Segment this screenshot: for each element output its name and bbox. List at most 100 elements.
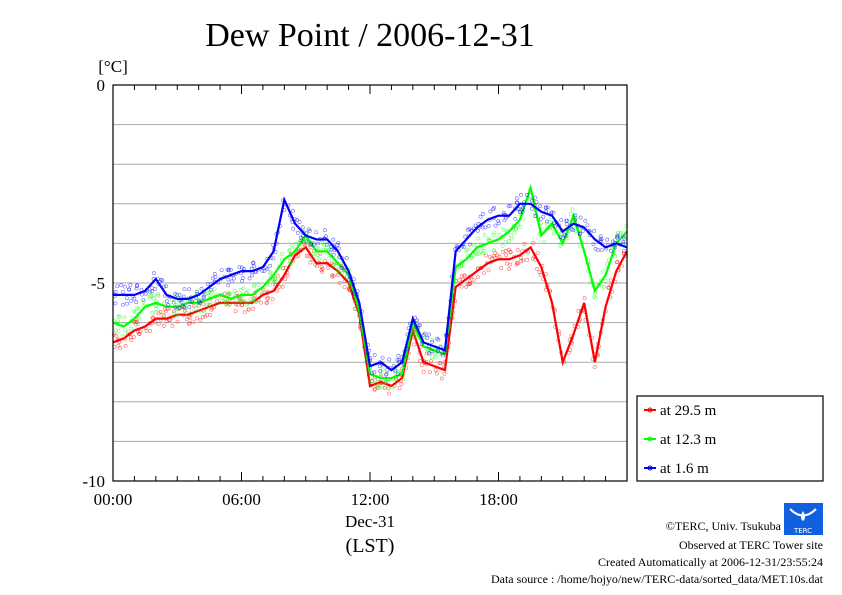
- data-point: [115, 284, 120, 289]
- data-point: [252, 282, 257, 287]
- data-point: [569, 227, 574, 232]
- data-point: [253, 299, 258, 303]
- legend-marker: [647, 407, 653, 413]
- data-point: [285, 273, 290, 278]
- data-point: [429, 349, 434, 354]
- data-point: [175, 319, 180, 324]
- data-point: [335, 243, 340, 247]
- data-point: [322, 228, 327, 232]
- data-point: [129, 335, 133, 340]
- data-point: [505, 261, 509, 266]
- data-point: [533, 195, 537, 200]
- data-point: [489, 256, 494, 261]
- data-point: [273, 279, 278, 283]
- data-point: [121, 289, 125, 294]
- data-point: [150, 310, 155, 315]
- data-point: [473, 223, 478, 228]
- legend-box: [636, 395, 824, 482]
- data-point: [201, 302, 206, 307]
- data-point: [508, 204, 513, 208]
- legend-marker: [647, 465, 653, 471]
- data-point: [598, 234, 603, 239]
- data-point: [323, 234, 328, 239]
- data-point: [396, 372, 400, 377]
- data-point: [608, 248, 613, 253]
- data-point: [483, 225, 488, 230]
- y-axis-label: [°C]: [98, 57, 127, 76]
- data-point: [281, 266, 285, 271]
- data-point: [439, 376, 444, 381]
- data-point: [199, 286, 204, 291]
- data-point: [153, 320, 158, 325]
- data-point: [496, 221, 501, 226]
- data-point: [213, 275, 218, 280]
- data-point: [170, 323, 175, 328]
- data-point: [615, 260, 619, 265]
- data-point: [295, 231, 300, 235]
- data-point: [237, 265, 242, 270]
- data-point: [134, 286, 139, 291]
- data-point: [397, 386, 402, 391]
- data-point: [372, 370, 377, 375]
- data-point: [506, 204, 511, 209]
- data-point: [386, 379, 391, 384]
- data-point: [275, 274, 280, 278]
- data-point: [226, 292, 231, 297]
- data-point: [478, 249, 483, 254]
- created-text: Created Automatically at 2006-12-31/23:5…: [598, 555, 823, 569]
- data-point: [559, 218, 564, 222]
- data-point: [342, 285, 347, 289]
- data-point: [266, 295, 271, 300]
- data-point: [434, 371, 439, 376]
- data-point: [288, 258, 293, 263]
- data-point: [430, 339, 435, 344]
- data-point: [600, 270, 605, 275]
- data-point: [123, 344, 128, 348]
- data-point: [209, 287, 213, 292]
- data-point: [245, 301, 250, 306]
- data-point: [228, 268, 233, 272]
- data-point: [209, 308, 214, 312]
- data-point: [378, 369, 383, 374]
- data-point: [210, 289, 215, 294]
- data-point: [265, 267, 270, 272]
- data-point: [242, 299, 247, 304]
- data-point: [133, 319, 138, 324]
- data-point: [514, 227, 518, 232]
- data-point: [151, 296, 156, 301]
- data-point: [275, 288, 280, 293]
- data-point: [578, 215, 583, 220]
- data-point: [144, 329, 149, 333]
- data-point: [381, 385, 386, 390]
- data-point: [462, 273, 467, 278]
- data-point: [217, 300, 222, 305]
- data-point: [412, 342, 417, 347]
- data-point: [383, 385, 387, 390]
- y-tick-label: 0: [97, 76, 106, 95]
- data-point: [219, 298, 224, 303]
- data-point: [320, 266, 325, 271]
- data-point: [529, 206, 534, 211]
- data-point: [573, 218, 577, 223]
- data-point: [154, 304, 158, 308]
- data-point: [466, 282, 470, 287]
- x-tick-label: 00:00: [94, 490, 133, 509]
- data-point: [197, 300, 202, 304]
- data-point: [544, 219, 549, 224]
- data-point: [207, 293, 212, 298]
- data-point: [399, 382, 404, 386]
- data-point: [476, 251, 481, 256]
- data-point: [384, 372, 389, 376]
- data-point: [518, 210, 523, 215]
- data-point: [591, 242, 596, 247]
- data-point: [188, 299, 193, 304]
- data-point: [177, 292, 182, 297]
- data-point: [498, 232, 502, 237]
- data-point: [471, 278, 476, 282]
- data-point: [156, 293, 161, 298]
- data-point: [251, 298, 256, 302]
- series-2: [112, 192, 628, 377]
- data-point: [565, 218, 569, 223]
- data-point: [564, 222, 569, 227]
- data-point: [491, 233, 496, 238]
